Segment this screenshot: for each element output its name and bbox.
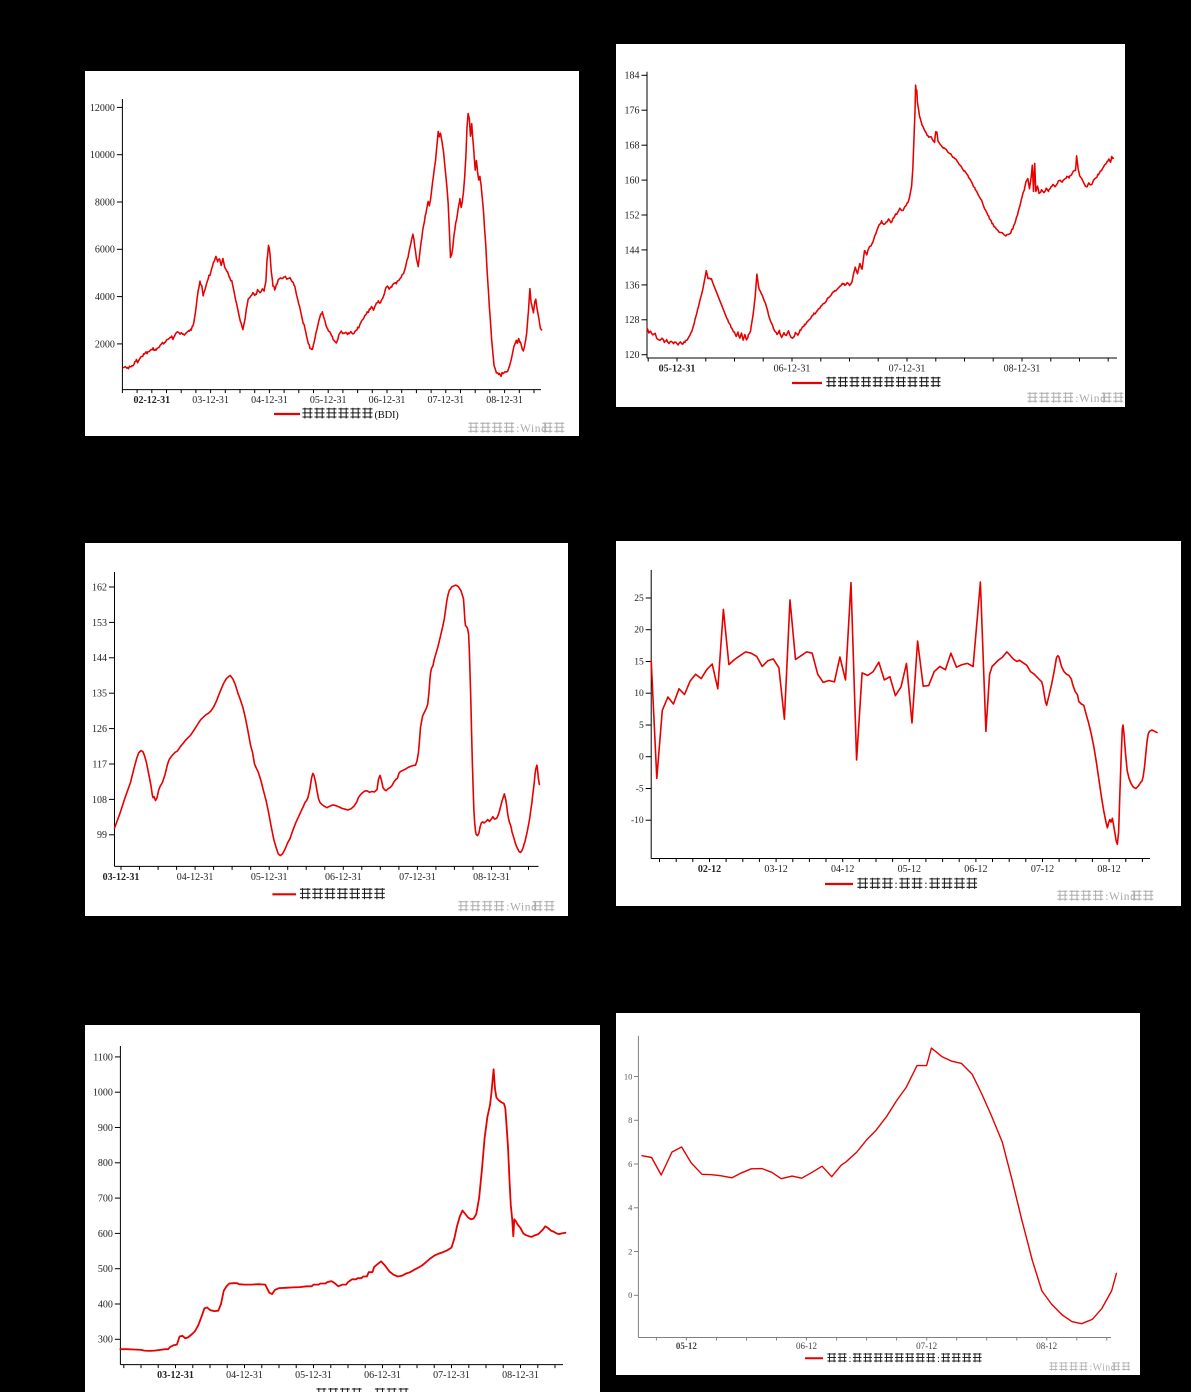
svg-text:6: 6 xyxy=(628,1159,632,1169)
svg-text:10000: 10000 xyxy=(90,150,115,161)
svg-text:06-12-31: 06-12-31 xyxy=(325,872,362,883)
svg-text:04-12-31: 04-12-31 xyxy=(251,395,288,406)
svg-text:2: 2 xyxy=(628,1246,632,1256)
svg-text:05-12: 05-12 xyxy=(898,864,921,875)
svg-text:08-12-31: 08-12-31 xyxy=(486,395,523,406)
svg-text:08-12: 08-12 xyxy=(1036,1341,1057,1351)
svg-text::: : xyxy=(849,1354,852,1365)
svg-text::: : xyxy=(937,1354,940,1365)
svg-text:136: 136 xyxy=(625,280,640,291)
svg-text:06-12: 06-12 xyxy=(796,1341,817,1351)
svg-text:06-12-31: 06-12-31 xyxy=(774,364,811,375)
svg-text:600: 600 xyxy=(98,1229,113,1240)
svg-text:08-12-31: 08-12-31 xyxy=(502,1370,539,1381)
svg-text:900: 900 xyxy=(98,1123,113,1134)
svg-text:0: 0 xyxy=(628,1290,632,1300)
svg-text:06-12-31: 06-12-31 xyxy=(364,1370,401,1381)
svg-text:152: 152 xyxy=(625,210,640,221)
svg-text:108: 108 xyxy=(92,795,107,806)
svg-text::: : xyxy=(924,877,927,891)
svg-text:06-12-31: 06-12-31 xyxy=(369,395,406,406)
svg-text:176: 176 xyxy=(625,106,640,117)
svg-text::Wind: :Wind xyxy=(1075,393,1106,405)
svg-text:135: 135 xyxy=(92,689,107,700)
svg-text:04-12-31: 04-12-31 xyxy=(226,1370,263,1381)
svg-text:500: 500 xyxy=(98,1264,113,1275)
svg-text:04-12: 04-12 xyxy=(831,864,854,875)
svg-text:07-12-31: 07-12-31 xyxy=(433,1370,470,1381)
svg-text:126: 126 xyxy=(92,724,107,735)
svg-text:07-12-31: 07-12-31 xyxy=(399,872,436,883)
svg-text:05-12-31: 05-12-31 xyxy=(310,395,347,406)
svg-text:-5: -5 xyxy=(636,785,644,795)
svg-text:700: 700 xyxy=(98,1194,113,1205)
svg-text:0: 0 xyxy=(639,753,644,763)
svg-text:05-12-31: 05-12-31 xyxy=(295,1370,332,1381)
svg-text:168: 168 xyxy=(625,141,640,152)
svg-text:12000: 12000 xyxy=(90,103,115,114)
svg-text:04-12-31: 04-12-31 xyxy=(177,872,214,883)
svg-text:05-12: 05-12 xyxy=(676,1341,697,1351)
svg-text:8: 8 xyxy=(628,1115,632,1125)
svg-text:05-12-31: 05-12-31 xyxy=(251,872,288,883)
svg-text:120: 120 xyxy=(625,350,640,361)
svg-text:128: 128 xyxy=(625,315,640,326)
svg-text:03-12-31: 03-12-31 xyxy=(157,1370,194,1381)
svg-text:10: 10 xyxy=(634,689,644,699)
svg-text:144: 144 xyxy=(92,653,107,664)
svg-text:1000: 1000 xyxy=(93,1088,113,1099)
svg-text:(BDI): (BDI) xyxy=(375,410,400,421)
svg-text:160: 160 xyxy=(625,176,640,187)
svg-text:153: 153 xyxy=(92,618,107,629)
svg-text:4: 4 xyxy=(628,1203,633,1213)
svg-text:03-12: 03-12 xyxy=(764,864,787,875)
svg-text:184: 184 xyxy=(625,71,640,82)
svg-text::Wind: :Wind xyxy=(506,902,537,914)
svg-text:25: 25 xyxy=(634,594,644,604)
svg-text:10: 10 xyxy=(624,1071,633,1081)
svg-text:144: 144 xyxy=(625,245,640,256)
svg-text:800: 800 xyxy=(98,1158,113,1169)
svg-text:4000: 4000 xyxy=(95,292,115,303)
svg-text:07-12: 07-12 xyxy=(1031,864,1054,875)
svg-text:08-12-31: 08-12-31 xyxy=(1004,364,1041,375)
svg-text:03-12-31: 03-12-31 xyxy=(103,872,140,883)
svg-text:1100: 1100 xyxy=(93,1052,113,1063)
svg-text:02-12: 02-12 xyxy=(698,864,721,875)
svg-text:6000: 6000 xyxy=(95,245,115,256)
svg-text:162: 162 xyxy=(92,582,107,593)
svg-text:07-12-31: 07-12-31 xyxy=(889,364,926,375)
svg-text:15: 15 xyxy=(634,658,644,668)
svg-text:05-12-31: 05-12-31 xyxy=(659,364,696,375)
svg-text:300: 300 xyxy=(98,1335,113,1346)
svg-text:2000: 2000 xyxy=(95,339,115,350)
svg-text:5: 5 xyxy=(639,721,644,731)
svg-text:-10: -10 xyxy=(631,816,644,826)
svg-text::Wind: :Wind xyxy=(516,423,547,435)
svg-text:02-12-31: 02-12-31 xyxy=(133,395,170,406)
svg-text::: : xyxy=(894,877,897,891)
svg-text:06-12: 06-12 xyxy=(964,864,987,875)
svg-text:07-12-31: 07-12-31 xyxy=(427,395,464,406)
svg-text:8000: 8000 xyxy=(95,197,115,208)
svg-text:07-12: 07-12 xyxy=(916,1341,937,1351)
svg-text:117: 117 xyxy=(92,759,107,770)
svg-text::Wind: :Wind xyxy=(1090,1363,1117,1374)
svg-text:20: 20 xyxy=(634,626,644,636)
svg-text:99: 99 xyxy=(97,830,107,841)
svg-text::Wind: :Wind xyxy=(1105,891,1136,903)
svg-text:08-12-31: 08-12-31 xyxy=(473,872,510,883)
svg-text:03-12-31: 03-12-31 xyxy=(192,395,229,406)
svg-text:400: 400 xyxy=(98,1299,113,1310)
svg-text:08-12: 08-12 xyxy=(1097,864,1120,875)
